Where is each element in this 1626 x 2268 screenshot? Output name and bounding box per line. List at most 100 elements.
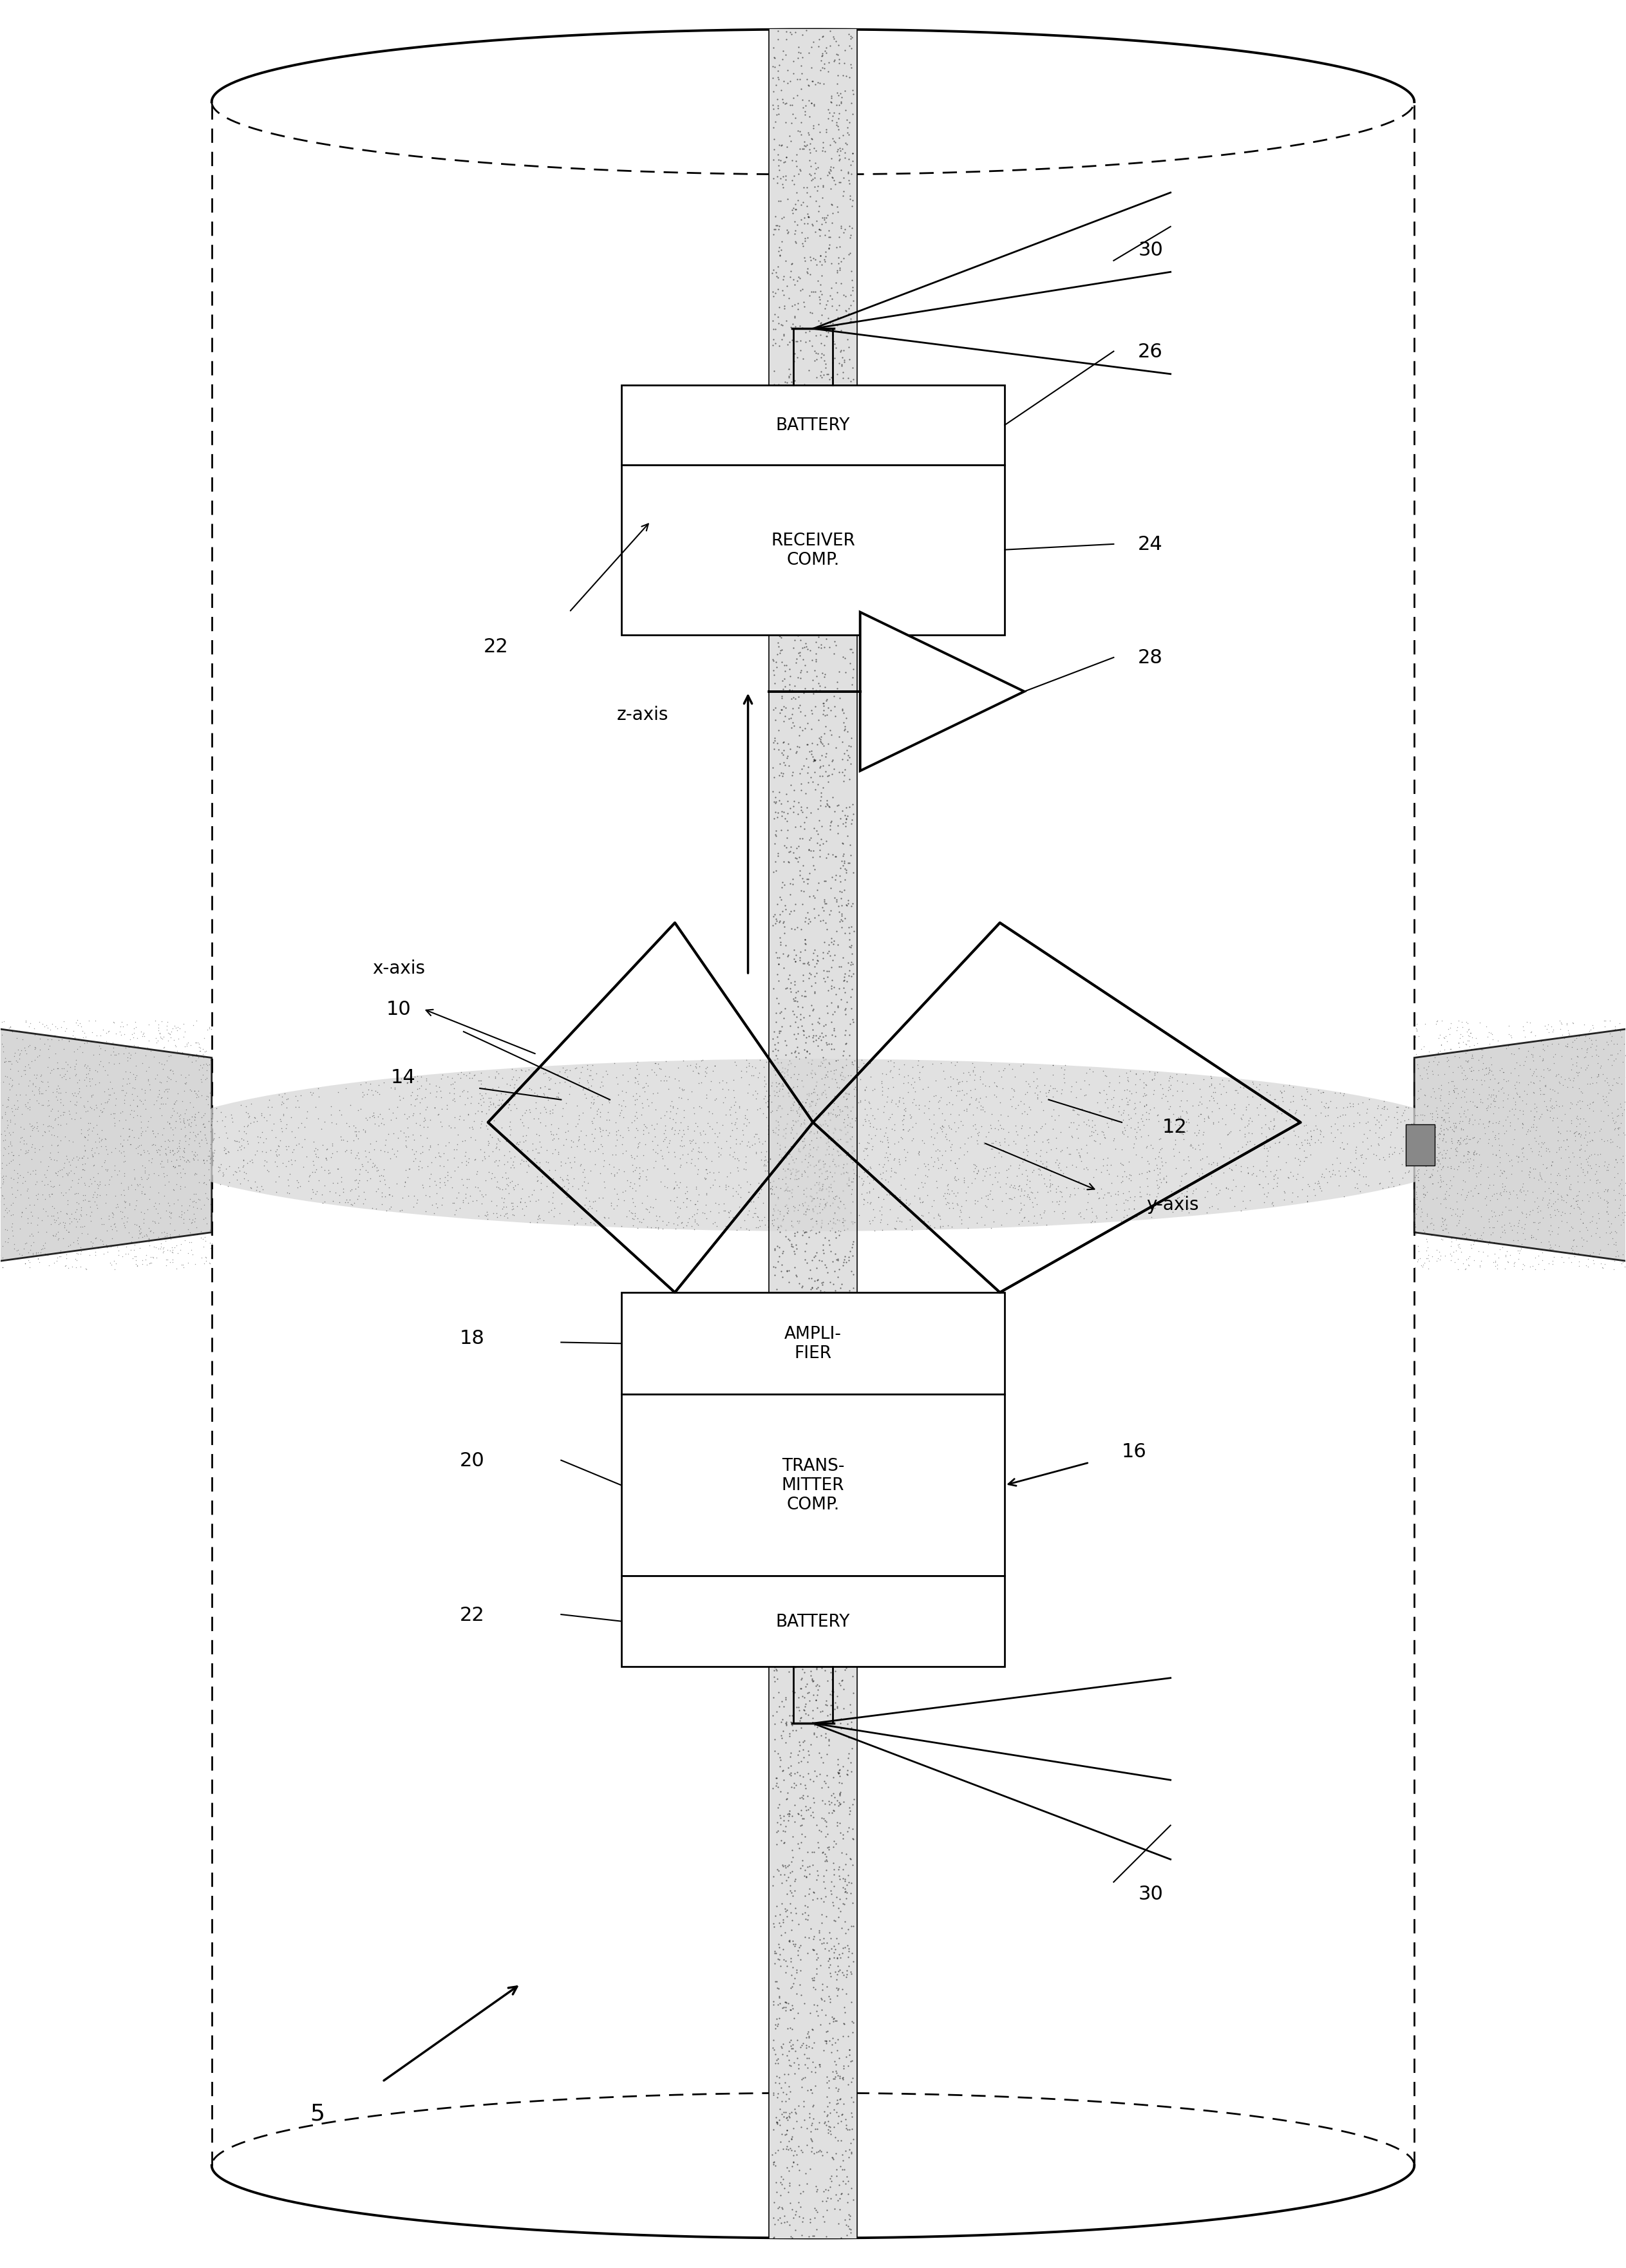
Point	[171, 1247, 197, 1284]
Point	[857, 1109, 883, 1145]
Point	[1174, 1173, 1200, 1209]
Point	[1597, 1216, 1623, 1252]
Point	[1618, 1116, 1626, 1152]
Point	[818, 1320, 844, 1356]
Point	[777, 2028, 803, 2064]
Point	[818, 1095, 844, 1132]
Point	[821, 1792, 847, 1828]
Point	[1114, 1070, 1140, 1107]
Point	[0, 1032, 10, 1068]
Point	[1537, 1213, 1563, 1250]
Point	[672, 1093, 698, 1129]
Point	[20, 1111, 46, 1148]
Point	[779, 1903, 805, 1939]
Point	[187, 1034, 213, 1070]
Point	[1455, 1136, 1481, 1173]
Point	[184, 1157, 210, 1193]
Point	[47, 1082, 73, 1118]
Point	[777, 1991, 803, 2028]
Point	[800, 1921, 826, 1957]
Point	[785, 1830, 811, 1867]
Point	[785, 1522, 811, 1558]
Point	[966, 1114, 992, 1150]
Point	[1276, 1102, 1302, 1139]
Point	[476, 1059, 502, 1095]
Point	[782, 1218, 808, 1254]
Point	[0, 1095, 18, 1132]
Point	[776, 1923, 802, 1960]
Point	[545, 1057, 571, 1093]
Point	[1462, 1136, 1488, 1173]
Point	[76, 1061, 102, 1098]
Point	[816, 1696, 842, 1733]
Point	[161, 1173, 187, 1209]
Point	[249, 1095, 275, 1132]
Point	[215, 1168, 241, 1204]
Point	[813, 1683, 839, 1719]
Point	[554, 1141, 580, 1177]
Point	[937, 1123, 963, 1159]
Point	[1533, 1089, 1559, 1125]
Point	[743, 1134, 769, 1170]
Point	[833, 1116, 859, 1152]
Point	[797, 125, 823, 161]
Point	[338, 1170, 364, 1207]
Point	[8, 1132, 34, 1168]
Point	[667, 1170, 693, 1207]
Point	[348, 1066, 374, 1102]
Point	[1615, 1120, 1626, 1157]
Point	[787, 333, 813, 370]
Point	[0, 1213, 24, 1250]
Point	[11, 1052, 37, 1089]
Point	[837, 1234, 863, 1270]
Point	[824, 36, 850, 73]
Point	[1476, 1052, 1502, 1089]
Point	[808, 213, 834, 249]
Point	[1016, 1182, 1042, 1218]
Point	[498, 1093, 524, 1129]
Point	[369, 1175, 395, 1211]
Point	[766, 272, 792, 308]
Point	[771, 1077, 797, 1114]
Point	[143, 1241, 169, 1277]
Point	[777, 894, 803, 930]
Point	[805, 1490, 831, 1526]
Point	[772, 1603, 798, 1640]
Point	[779, 2030, 805, 2066]
Point	[117, 1127, 143, 1163]
Point	[158, 1195, 184, 1232]
Point	[806, 1830, 833, 1867]
Point	[761, 1250, 787, 1286]
Point	[0, 1139, 16, 1175]
Point	[608, 1089, 634, 1125]
Point	[1218, 1152, 1244, 1188]
Point	[535, 1193, 561, 1229]
Point	[1351, 1116, 1377, 1152]
Point	[1613, 1216, 1626, 1252]
Point	[815, 2173, 841, 2209]
Point	[790, 1129, 816, 1166]
Point	[1558, 1188, 1584, 1225]
Point	[815, 1343, 841, 1379]
Point	[759, 48, 785, 84]
Point	[803, 1018, 829, 1055]
Point	[572, 1080, 598, 1116]
Point	[540, 1186, 566, 1222]
Point	[810, 728, 836, 764]
Point	[833, 1322, 859, 1359]
Point	[1434, 1132, 1460, 1168]
Point	[761, 721, 787, 758]
Point	[576, 1198, 602, 1234]
Point	[0, 1070, 23, 1107]
Point	[502, 1052, 528, 1089]
Point	[441, 1132, 467, 1168]
Point	[1241, 1148, 1267, 1184]
Point	[455, 1098, 481, 1134]
Point	[1512, 1043, 1538, 1080]
Point	[1410, 1247, 1436, 1284]
Point	[1454, 1070, 1480, 1107]
Point	[1585, 1175, 1611, 1211]
Point	[805, 1129, 831, 1166]
Point	[680, 1132, 706, 1168]
Point	[1426, 1116, 1452, 1152]
